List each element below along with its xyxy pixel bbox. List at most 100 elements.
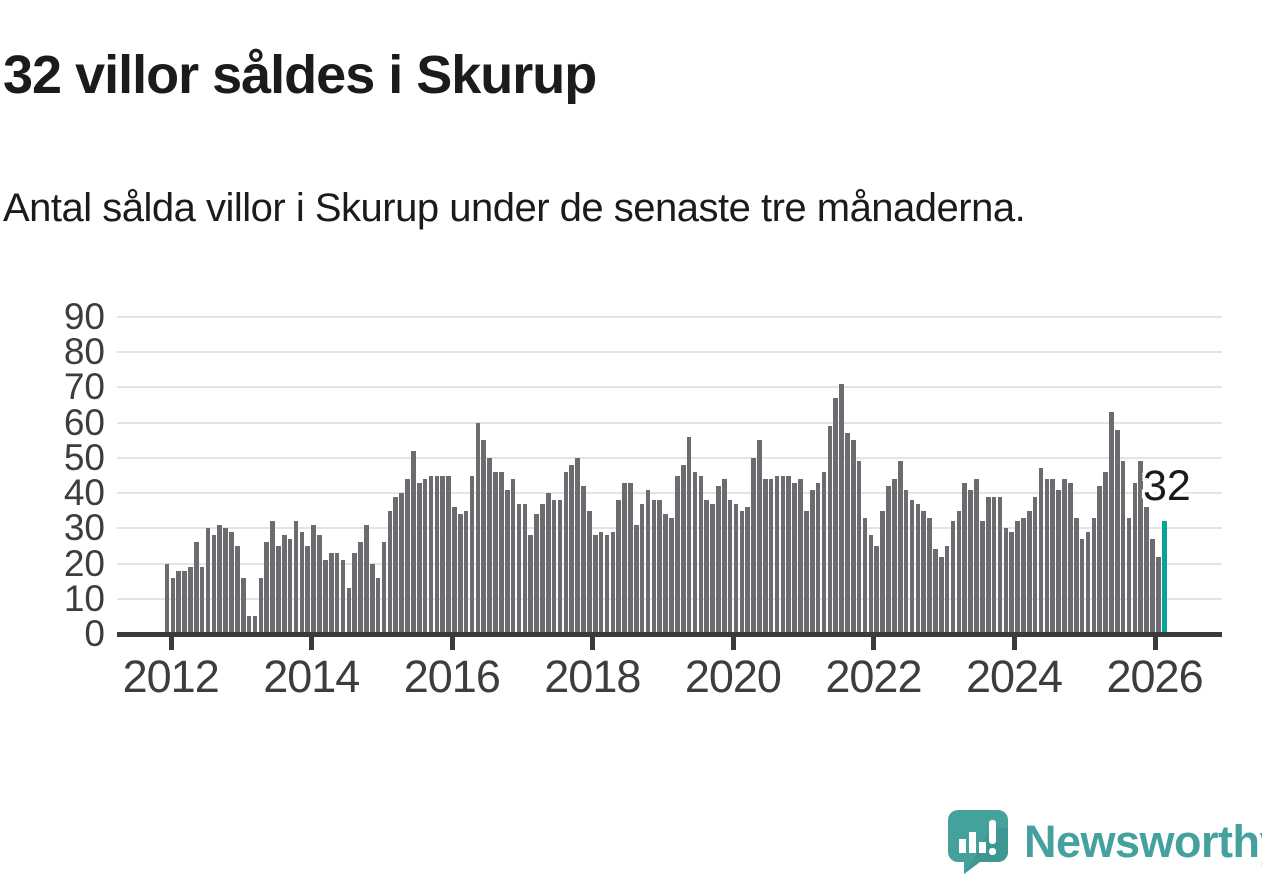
bar-month — [504, 489, 510, 634]
bar-month — [604, 535, 610, 634]
bar-month — [1027, 510, 1032, 634]
bar-month — [522, 503, 528, 634]
bar-month — [845, 433, 850, 634]
bar-month — [751, 457, 756, 634]
bar-month — [974, 479, 979, 634]
bar-month — [188, 567, 193, 634]
bar-month — [428, 475, 434, 634]
y-tick-label-10: 10 — [63, 577, 105, 619]
bar-month — [839, 383, 844, 634]
x-tick-label-2012: 2012 — [122, 651, 220, 702]
bar-month — [962, 482, 968, 634]
gridline-50 — [117, 456, 1222, 459]
bar-month — [727, 500, 733, 634]
bar-month — [598, 531, 604, 634]
bar-month — [469, 475, 475, 634]
bar-month — [1109, 412, 1114, 634]
bar-month — [328, 552, 334, 634]
bar-month — [1103, 471, 1108, 634]
bar-month — [1038, 468, 1044, 634]
bar-month — [258, 577, 264, 634]
bar-month — [463, 510, 469, 634]
bar-month — [229, 531, 234, 634]
bar-month — [1132, 482, 1138, 634]
bar-month — [164, 563, 170, 634]
bar-month — [786, 475, 792, 634]
bar-month — [645, 489, 651, 634]
x-tick-label-2016: 2016 — [403, 651, 501, 702]
bar-month — [540, 503, 545, 634]
bar-month — [616, 500, 621, 634]
bar-month — [692, 471, 698, 634]
y-tick-label-80: 80 — [63, 331, 105, 373]
bar-month — [815, 482, 821, 634]
bar-month — [886, 486, 891, 634]
bar-month — [440, 475, 445, 634]
bar-month — [833, 398, 839, 634]
bar-month — [821, 471, 827, 634]
bar-month — [628, 482, 633, 634]
bar-month — [710, 503, 715, 634]
bar-month — [633, 524, 639, 634]
bar-month — [680, 464, 686, 634]
bar-month — [798, 479, 803, 634]
bar-month — [182, 570, 187, 634]
bar-month — [792, 482, 797, 634]
bar-month — [587, 510, 592, 634]
bar-month — [452, 507, 457, 634]
bar-highlighted-latest — [1161, 521, 1167, 634]
bar-month — [1044, 479, 1050, 634]
bar-month — [1003, 528, 1009, 634]
bar-month — [393, 496, 399, 634]
bar-month — [194, 542, 199, 634]
bar-month — [739, 510, 745, 634]
gridline-60 — [117, 421, 1222, 424]
bar-month — [1056, 489, 1061, 634]
bar-month — [416, 482, 422, 634]
bar-month — [1073, 517, 1079, 634]
y-tick-label-30: 30 — [63, 507, 105, 549]
bar-month — [804, 510, 809, 634]
x-tick-2014 — [309, 637, 315, 650]
bar-month — [534, 514, 539, 634]
bar-month — [1138, 461, 1144, 634]
bar-month — [921, 510, 926, 634]
bar-month — [575, 457, 580, 634]
bar-month — [721, 479, 727, 634]
bar-month — [651, 500, 657, 634]
bar-month — [458, 514, 463, 634]
bar-month — [1091, 517, 1097, 634]
bar-month — [246, 616, 252, 634]
x-tick-2024 — [1012, 637, 1017, 650]
bar-month — [950, 521, 956, 634]
bar-month — [1126, 517, 1132, 634]
bar-month — [903, 489, 909, 634]
x-tick-label-2024: 2024 — [965, 651, 1063, 702]
bar-month — [639, 503, 645, 634]
bar-month — [346, 588, 352, 634]
bar-month — [323, 560, 328, 634]
bar-month — [809, 489, 815, 634]
bar-month — [317, 535, 322, 634]
bar-month — [387, 510, 393, 634]
bar-month — [264, 542, 270, 634]
bar-month — [481, 440, 487, 634]
bar-month — [557, 500, 563, 634]
bar-month — [434, 475, 440, 634]
bar-month — [276, 545, 281, 634]
bar-month — [170, 577, 176, 634]
bar-month — [968, 489, 973, 634]
bar-month — [475, 422, 481, 634]
y-tick-label-20: 20 — [63, 542, 105, 584]
bar-month — [235, 545, 240, 634]
bar-month — [1150, 538, 1155, 634]
bar-month — [516, 503, 522, 634]
bar-month — [675, 475, 680, 634]
bar-month — [657, 500, 663, 634]
bar-month — [880, 510, 885, 634]
bar-month — [334, 552, 340, 634]
newsworthy-logo[interactable]: Newsworthy — [946, 808, 1262, 876]
bar-month — [399, 493, 404, 634]
bar-month — [827, 426, 833, 634]
bar-month — [352, 552, 357, 634]
